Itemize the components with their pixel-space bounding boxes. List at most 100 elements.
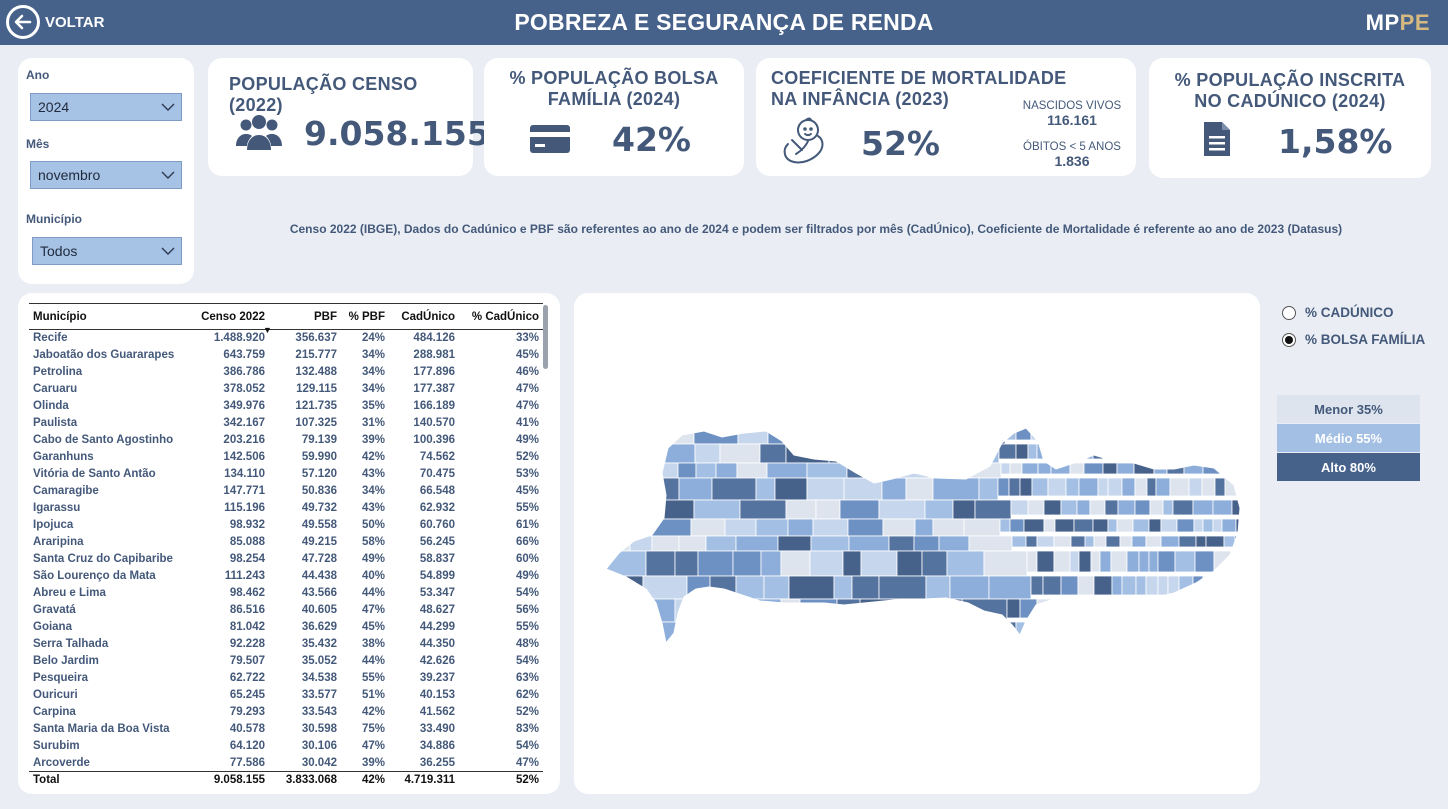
- municipio-area[interactable]: [1147, 443, 1165, 460]
- municipio-area[interactable]: [1162, 499, 1174, 516]
- municipio-area[interactable]: [921, 550, 948, 577]
- municipio-area[interactable]: [1242, 500, 1255, 515]
- municipio-area[interactable]: [602, 423, 637, 445]
- municipio-area[interactable]: [1090, 550, 1101, 573]
- municipio-area[interactable]: [1195, 535, 1207, 548]
- municipio-area[interactable]: [1219, 598, 1238, 619]
- municipio-area[interactable]: [1134, 499, 1151, 516]
- municipio-area[interactable]: [1042, 423, 1064, 441]
- column-header[interactable]: CadÚnico: [389, 303, 459, 330]
- municipio-area[interactable]: [932, 518, 965, 537]
- municipio-area[interactable]: [1031, 646, 1049, 665]
- municipio-area[interactable]: [638, 477, 680, 501]
- municipio-area[interactable]: [1160, 518, 1178, 533]
- municipio-area[interactable]: [1081, 621, 1096, 643]
- municipio-area[interactable]: [1228, 443, 1243, 460]
- municipio-area[interactable]: [1146, 477, 1157, 497]
- municipio-area[interactable]: [1202, 462, 1224, 475]
- municipio-area[interactable]: [1235, 518, 1251, 533]
- table-row[interactable]: Garanhuns 142.506 59.990 42% 74.562 52%: [29, 449, 543, 466]
- municipio-area[interactable]: [1157, 575, 1169, 596]
- municipio-area[interactable]: [1222, 462, 1241, 475]
- municipio-area[interactable]: [1054, 518, 1075, 533]
- municipio-area[interactable]: [938, 535, 970, 552]
- municipio-area[interactable]: [1234, 535, 1248, 548]
- municipio-area[interactable]: [1034, 621, 1052, 643]
- municipio-area[interactable]: [1062, 423, 1075, 441]
- municipio-area[interactable]: [1202, 518, 1214, 533]
- municipio-area[interactable]: [1110, 550, 1128, 573]
- municipio-area[interactable]: [1047, 477, 1067, 497]
- municipio-area[interactable]: [836, 598, 861, 623]
- municipio-area[interactable]: [996, 621, 1008, 643]
- municipio-area[interactable]: [1098, 598, 1118, 619]
- municipio-area[interactable]: [690, 518, 726, 537]
- municipio-area[interactable]: [1142, 598, 1162, 619]
- municipio-area[interactable]: [705, 535, 737, 552]
- municipio-area[interactable]: [925, 575, 951, 600]
- municipio-area[interactable]: [973, 423, 1006, 445]
- municipio-area[interactable]: [1083, 462, 1104, 475]
- municipio-area[interactable]: [1241, 463, 1250, 474]
- municipio-area[interactable]: [986, 646, 1031, 669]
- municipio-area[interactable]: [1062, 443, 1078, 460]
- municipio-area[interactable]: [1188, 477, 1203, 497]
- municipio-area[interactable]: [1134, 477, 1148, 497]
- table-row[interactable]: Recife 1.488.920 356.637 24% 484.126 33%: [29, 330, 543, 347]
- municipio-area[interactable]: [1011, 535, 1027, 548]
- municipio-area[interactable]: [767, 423, 810, 445]
- municipio-area[interactable]: [1078, 550, 1092, 573]
- municipio-area[interactable]: [1031, 477, 1049, 497]
- municipio-area[interactable]: [1145, 535, 1162, 548]
- municipio-area[interactable]: [619, 621, 657, 646]
- municipio-area[interactable]: [1179, 423, 1197, 441]
- municipio-area[interactable]: [1149, 499, 1164, 516]
- municipio-area[interactable]: [1104, 499, 1119, 516]
- municipio-area[interactable]: [629, 462, 657, 479]
- municipio-area[interactable]: [1078, 477, 1099, 497]
- municipio-area[interactable]: [1043, 499, 1062, 516]
- municipio-area[interactable]: [602, 621, 621, 646]
- municipio-area[interactable]: [687, 646, 728, 669]
- municipio-area[interactable]: [1174, 550, 1196, 573]
- municipio-area[interactable]: [924, 499, 954, 520]
- municipio-area[interactable]: [905, 477, 934, 501]
- municipio-area[interactable]: [949, 575, 990, 600]
- municipio-area[interactable]: [1111, 575, 1123, 596]
- municipio-area[interactable]: [1131, 535, 1147, 548]
- municipio-area[interactable]: [648, 518, 692, 537]
- column-header[interactable]: PBF: [269, 303, 341, 330]
- municipio-area[interactable]: [602, 443, 634, 464]
- municipio-area[interactable]: [1214, 477, 1226, 497]
- column-header[interactable]: % CadÚnico: [459, 303, 543, 330]
- municipio-area[interactable]: [642, 575, 688, 600]
- municipio-area[interactable]: [1069, 462, 1085, 475]
- municipio-area[interactable]: [657, 499, 695, 520]
- municipio-area[interactable]: [1086, 598, 1100, 619]
- municipio-area[interactable]: [632, 443, 665, 464]
- municipio-area[interactable]: [1008, 477, 1021, 497]
- table-row[interactable]: Surubim 64.120 30.106 47% 34.886 54%: [29, 738, 543, 755]
- municipio-area[interactable]: [1010, 499, 1029, 516]
- municipio-area[interactable]: [1230, 550, 1241, 573]
- municipio-area[interactable]: [983, 550, 1028, 577]
- table-row[interactable]: Santa Maria da Boa Vista 40.578 30.598 75% 3…: [29, 721, 543, 738]
- municipio-area[interactable]: [1121, 575, 1137, 596]
- municipio-area[interactable]: [847, 518, 884, 537]
- municipio-area[interactable]: [966, 646, 986, 669]
- municipio-area[interactable]: [1145, 575, 1159, 596]
- municipio-area[interactable]: [602, 477, 640, 501]
- municipio-area[interactable]: [1195, 646, 1215, 665]
- municipio-area[interactable]: [988, 575, 1032, 600]
- municipio-area[interactable]: [932, 477, 980, 501]
- table-row[interactable]: Pesqueira 62.722 34.538 55% 39.237 63%: [29, 670, 543, 687]
- municipio-area[interactable]: [759, 443, 787, 464]
- municipio-area[interactable]: [1060, 575, 1079, 596]
- municipio-area[interactable]: [1025, 535, 1038, 548]
- municipio-area[interactable]: [1213, 575, 1225, 596]
- pernambuco-map[interactable]: [574, 293, 1260, 794]
- municipio-area[interactable]: [952, 499, 976, 520]
- municipio-area[interactable]: [1193, 518, 1204, 533]
- municipio-area[interactable]: [1185, 443, 1196, 460]
- municipio-area[interactable]: [882, 518, 916, 537]
